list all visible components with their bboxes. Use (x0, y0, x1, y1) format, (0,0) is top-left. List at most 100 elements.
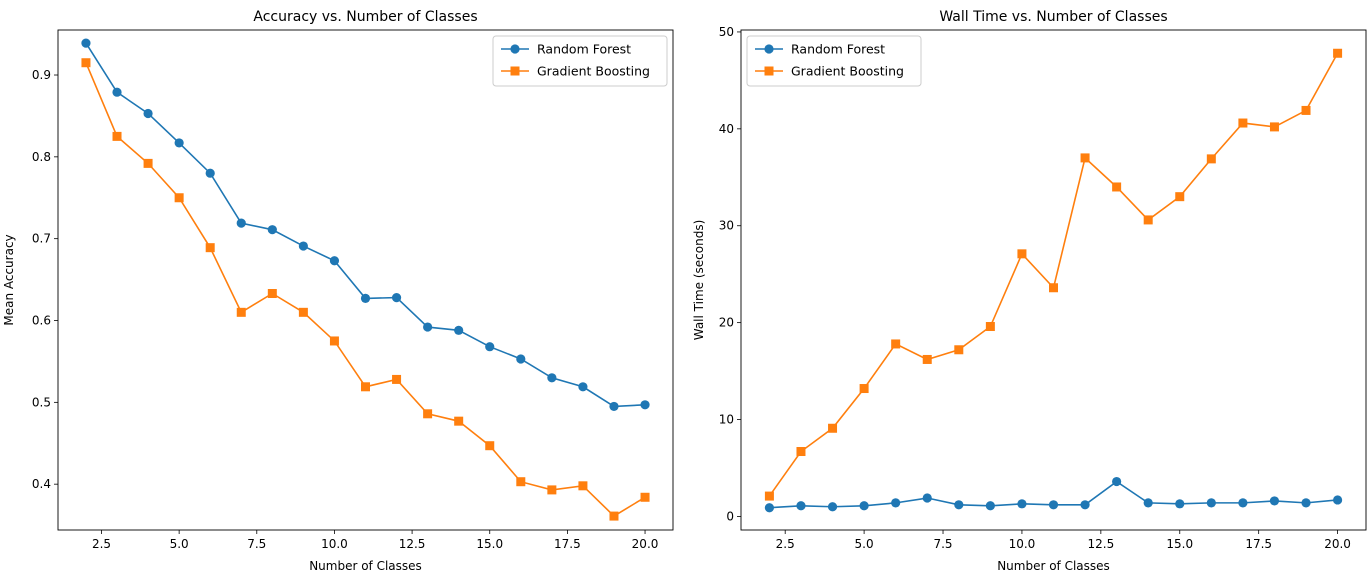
chart-2-gradient-boosting-point (1175, 192, 1185, 202)
chart-1-gradient-boosting-point (454, 416, 464, 426)
chart-2-legend-gradient-boosting-label: Gradient Boosting (791, 64, 904, 79)
chart-2-gradient-boosting-line (768, 52, 1339, 497)
chart-1-gradient-boosting-point (236, 307, 246, 317)
chart-2-random-forest-point (1332, 495, 1343, 505)
chart-1-gradient-boosting-point (81, 58, 91, 68)
chart-1-title: Accuracy vs. Number of Classes (253, 9, 477, 25)
chart-1-y-tick-label: 0.9 (32, 68, 51, 82)
chart-1-legend-random-forest-label: Random Forest (537, 42, 631, 57)
chart-2-y-tick-label: 20 (719, 316, 734, 330)
chart-1-random-forest-point (174, 138, 184, 148)
chart-1-x-axis-label: Number of Classes (309, 559, 422, 573)
chart-1-legend-random-forest-marker (510, 44, 520, 54)
chart-1-random-forest-point (485, 342, 495, 352)
chart-2-legend-gradient-boosting-marker (764, 66, 774, 76)
chart-2-random-forest-point (1175, 499, 1185, 509)
chart-1-y-tick-label: 0.8 (32, 150, 51, 164)
chart-2-plot-frame (740, 29, 1367, 531)
chart-1-random-forest-point (112, 87, 122, 97)
chart-2-y-tick-label: 30 (719, 219, 734, 233)
chart-2-random-forest-point (1206, 498, 1216, 508)
chart-1-gradient-boosting-point (392, 374, 402, 384)
chart-1-random-forest-point (267, 225, 277, 235)
chart-2-random-forest-point (1048, 500, 1059, 510)
chart-2-gradient-boosting-point (764, 491, 774, 501)
chart-1-random-forest-point (423, 322, 433, 332)
chart-2-y-tick-label: 50 (719, 25, 734, 39)
chart-2-legend: Random Forest Gradient Boosting (746, 35, 922, 87)
chart-2-gradient-boosting-point (1080, 153, 1090, 163)
chart-1-gradient-boosting-point (640, 492, 650, 502)
chart-1-random-forest-point (609, 401, 619, 412)
chart-2-legend-random-forest-label: Random Forest (791, 42, 885, 57)
chart-2-random-forest-point (1112, 476, 1122, 487)
chart-2-x-tick-label: 10.0 (1009, 537, 1036, 551)
chart-2-random-forest-point (1080, 500, 1090, 510)
chart-2-x-tick-label: 5.0 (855, 537, 874, 551)
chart-1-gradient-boosting-point (578, 481, 588, 491)
chart-2-gradient-boosting-point (1206, 154, 1216, 164)
chart-1-x-tick-label: 2.5 (92, 537, 111, 551)
chart-2-gradient-boosting-point (985, 322, 995, 332)
chart-2-random-forest-point (764, 503, 775, 513)
chart-2-random-forest-point (954, 500, 964, 510)
chart-1-gradient-boosting-point (609, 511, 619, 521)
chart-2-gradient-boosting-point (891, 339, 901, 349)
chart-1-gradient-boosting-point (361, 382, 370, 392)
chart-1-random-forest-point (205, 168, 215, 178)
chart-1-legend-box (492, 35, 668, 87)
chart-2-x-tick-label: 17.5 (1245, 537, 1272, 551)
chart-2-gradient-boosting-point (1017, 249, 1027, 259)
chart-2-x-tick-label: 15.0 (1166, 537, 1193, 551)
chart-1-gradient-boosting-point (174, 193, 184, 203)
chart-1-x-tick-label: 10.0 (321, 537, 348, 551)
chart-1-random-forest-point (143, 108, 153, 119)
chart-2-gradient-boosting-point (1238, 118, 1248, 128)
chart-2-gradient-boosting-point (796, 447, 806, 457)
chart-1-x-tick-label: 20.0 (632, 537, 659, 551)
chart-1-gradient-boosting-point (423, 409, 433, 419)
chart-1-y-tick-label: 0.4 (32, 477, 51, 491)
chart-2-random-forest-point (827, 502, 838, 512)
chart-1-x-tick-label: 12.5 (399, 537, 426, 551)
chart-1-y-tick-label: 0.5 (32, 395, 51, 409)
chart-2-legend-box (746, 35, 922, 87)
chart-2-x-tick-label: 12.5 (1087, 537, 1114, 551)
chart-1-y-tick-label: 0.7 (32, 232, 51, 246)
chart-2-random-forest-point (1143, 498, 1153, 508)
chart-2-y-axis-label: Wall Time (seconds) (692, 220, 706, 341)
chart-1-random-forest-point (578, 382, 588, 392)
chart-1-random-forest-point (516, 354, 526, 364)
chart-2-x-axis-label: Number of Classes (997, 559, 1110, 573)
chart-1-random-forest-point (640, 400, 650, 410)
chart-2-random-forest-point (985, 501, 995, 511)
chart-2-gradient-boosting-point (1143, 215, 1153, 225)
chart-1-gradient-boosting-point (329, 336, 339, 346)
chart-1-gradient-boosting-point (267, 289, 277, 299)
chart-2-gradient-boosting-point (1112, 182, 1122, 192)
chart-2-random-forest-point (796, 501, 806, 511)
chart-1-gradient-boosting-point (298, 307, 308, 317)
chart-2-random-forest-point (891, 498, 901, 508)
chart-1-legend: Random Forest Gradient Boosting (492, 35, 668, 87)
accuracy-chart-panel: Accuracy vs. Number of Classes 2.5 5.0 7.5 1… (2, 9, 674, 573)
chart-1-random-forest-point (329, 256, 340, 266)
chart-1-random-forest-line (85, 42, 646, 408)
chart-2-gradient-boosting-point (1269, 122, 1279, 132)
chart-1-legend-gradient-boosting-marker (510, 66, 520, 76)
chart-1-y-axis-label: Mean Accuracy (2, 234, 16, 325)
chart-1-random-forest-point (360, 293, 371, 304)
chart-1-gradient-boosting-line (85, 62, 646, 518)
chart-1-gradient-boosting-point (516, 477, 526, 487)
chart-1-random-forest-point (454, 325, 464, 335)
chart-2-random-forest-point (1269, 496, 1280, 506)
chart-1-gradient-boosting-point (547, 485, 557, 495)
chart-1-x-tick-label: 15.0 (476, 537, 503, 551)
chart-2-random-forest-point (1238, 498, 1248, 508)
chart-1-y-tick-label: 0.6 (32, 314, 51, 328)
chart-2-x-tick-label: 2.5 (776, 537, 795, 551)
chart-2-random-forest-point (1017, 499, 1027, 509)
chart-1-x-tick-label: 5.0 (170, 537, 189, 551)
chart-2-gradient-boosting-point (1049, 283, 1058, 293)
